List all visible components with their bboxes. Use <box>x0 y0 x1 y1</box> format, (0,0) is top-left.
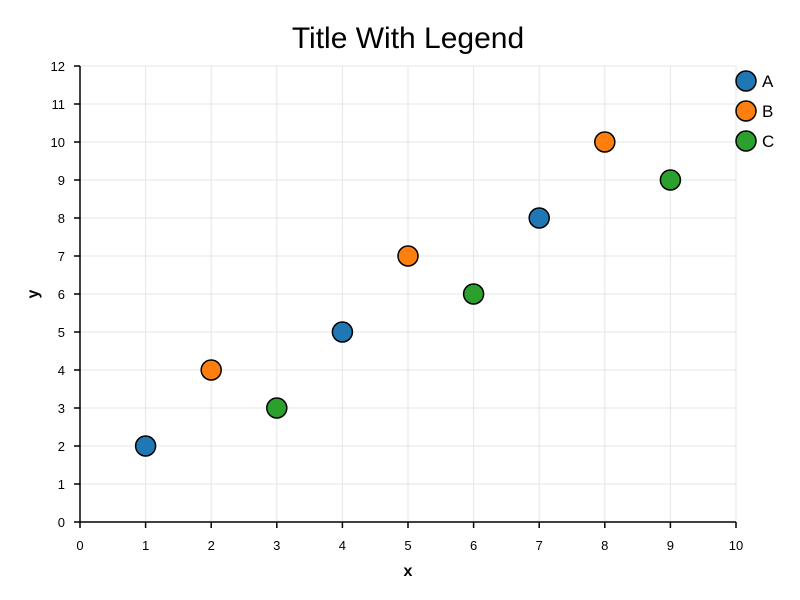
legend-marker-b <box>735 100 757 122</box>
data-point-series-b <box>397 245 419 267</box>
legend-label-b: B <box>762 102 773 121</box>
y-tick-label: 2 <box>58 439 65 454</box>
data-point-series-a <box>134 435 157 457</box>
legend-marker-c <box>735 130 757 152</box>
x-tick-label: 2 <box>208 538 215 553</box>
data-point-series-c <box>462 283 485 305</box>
y-tick-label: 8 <box>58 211 65 226</box>
x-tick-label: 1 <box>142 538 149 553</box>
y-tick-label: 9 <box>58 173 65 188</box>
x-tick-label: 5 <box>404 538 411 553</box>
data-point-series-c <box>266 397 288 419</box>
data-point-series-b <box>594 131 616 153</box>
y-tick-label: 0 <box>58 515 65 530</box>
y-tick-label: 10 <box>51 135 65 150</box>
y-axis-label: y <box>25 289 42 298</box>
data-point-series-c <box>659 169 682 191</box>
x-tick-label: 6 <box>470 538 477 553</box>
data-point-series-b <box>200 359 222 381</box>
data-point-series-a <box>331 321 354 343</box>
y-tick-label: 7 <box>58 249 65 264</box>
data-point-series-a <box>528 207 550 229</box>
x-tick-label: 0 <box>76 538 83 553</box>
x-tick-label: 8 <box>601 538 608 553</box>
chart-title: Title With Legend <box>292 22 524 55</box>
data-points <box>134 131 682 457</box>
grid <box>80 65 737 522</box>
y-tick-label: 5 <box>58 325 65 340</box>
x-tick-label: 9 <box>667 538 674 553</box>
x-tick-label: 4 <box>339 538 346 553</box>
y-tick-label: 11 <box>52 97 66 112</box>
y-tick-label: 6 <box>58 287 65 302</box>
y-tick-label: 1 <box>58 477 65 492</box>
x-axis-label: x <box>404 563 413 580</box>
x-tick-label: 7 <box>536 538 543 553</box>
y-tick-label: 3 <box>58 401 65 416</box>
x-tick-label: 3 <box>273 538 280 553</box>
x-tick-label: 10 <box>729 538 743 553</box>
legend: ABC <box>735 70 774 152</box>
legend-marker-a <box>735 70 757 92</box>
y-tick-label: 12 <box>51 59 65 74</box>
legend-label-a: A <box>762 72 774 91</box>
y-tick-label: 4 <box>58 363 65 378</box>
legend-label-c: C <box>762 132 774 151</box>
